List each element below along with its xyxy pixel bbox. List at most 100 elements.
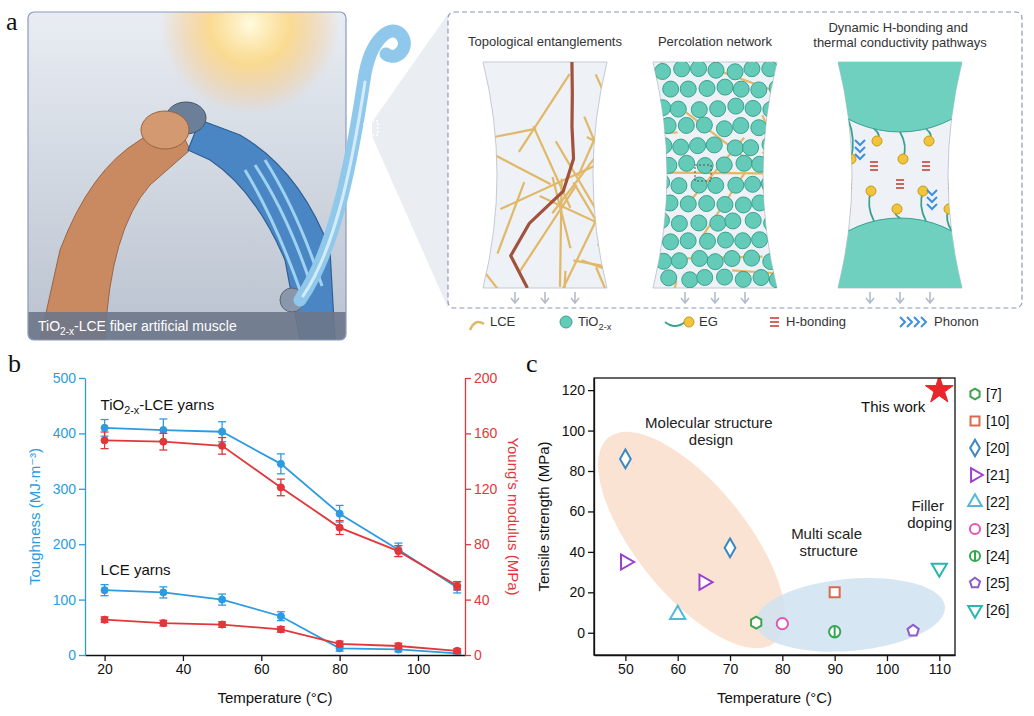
tick: 80 (332, 655, 348, 677)
legend-label: [7] (986, 386, 1002, 402)
tick-label: 110 (929, 661, 952, 677)
tio2-particle (728, 98, 744, 114)
tick-label: 80 (775, 661, 791, 677)
tick-mark (588, 430, 594, 431)
legend-marker (970, 524, 980, 534)
tio2-particle (735, 233, 751, 249)
tio2-particle (744, 250, 760, 266)
tio2-particle (661, 270, 677, 286)
tick-mark (588, 471, 594, 472)
error-bar (218, 594, 226, 605)
tick-label: 60 (569, 503, 585, 519)
legend-marker (971, 417, 980, 426)
axis: 020406080100120 (562, 379, 595, 656)
tio2-particle (752, 232, 768, 248)
data-point (336, 640, 343, 647)
tio2-particle (691, 102, 707, 118)
text-part: TiO (578, 314, 598, 329)
tio2-particle (696, 117, 712, 133)
axis-line (594, 379, 595, 656)
tio2-particle (769, 272, 785, 288)
tick: 100 (407, 655, 431, 677)
error-bar-cap (394, 545, 402, 546)
axis-title: Temperature (°C) (217, 689, 332, 706)
data-point (160, 589, 167, 596)
eg-head (872, 136, 882, 146)
axis-title: Toughness (MJ·m⁻³) (26, 448, 43, 585)
text-line: doping (907, 514, 952, 531)
h-bond (896, 183, 904, 184)
data-point (277, 460, 284, 467)
legend-symbol (470, 322, 484, 330)
legend-symbol (560, 316, 572, 328)
data-point (277, 484, 284, 491)
tio2-particle (673, 139, 689, 155)
error-bar-cap (159, 433, 167, 434)
text-line: Dynamic H-bonding and (828, 20, 971, 35)
legend-marker (970, 440, 980, 457)
load-arrow (711, 292, 719, 303)
axis-line (85, 379, 86, 656)
schematic-panel: Topological entanglements (439, 34, 692, 344)
tick-label: 120 (562, 382, 586, 398)
load-arrow (571, 292, 579, 303)
error-bar-cap (277, 495, 285, 496)
schematic-panel: Dynamic H-bonding and thermal conductivi… (790, 0, 1010, 438)
plot-area (594, 378, 953, 655)
panel-label: b (8, 349, 21, 378)
plot-area (101, 419, 462, 655)
series-line (105, 620, 458, 651)
h-bond (948, 179, 956, 180)
data-point (219, 442, 226, 449)
tick-label: 400 (53, 425, 77, 441)
tick-label: 50 (618, 661, 634, 677)
tio2-particle (743, 140, 759, 156)
legend-item: [20] (970, 440, 1009, 457)
legend-label: Phonon (934, 314, 979, 329)
tick: 500 (53, 370, 85, 386)
tio2-particle (745, 212, 761, 228)
tick: 60 (569, 503, 594, 519)
eg-chain (848, 119, 853, 159)
tick-mark (588, 511, 594, 512)
lce-chain (686, 138, 744, 206)
tio2-sphere (790, 0, 1010, 132)
illustration-frame (28, 12, 346, 340)
tick-label: 100 (53, 592, 77, 608)
tio2-particle (671, 216, 687, 232)
text-part: 2-x (124, 404, 140, 416)
data-point (101, 424, 108, 431)
phonon (855, 140, 865, 145)
legend-item: [21] (971, 467, 1009, 483)
axis-title: Young's modulus (MPa) (505, 437, 522, 595)
tio2-particle (761, 176, 777, 192)
tio2-particle (717, 79, 733, 95)
region (594, 403, 817, 655)
annotation: This work (861, 398, 926, 415)
data-point (219, 596, 226, 603)
tick: 40 (569, 544, 594, 560)
error-bar-cap (277, 478, 285, 479)
tio2-particle (691, 215, 707, 231)
tio2-particle (772, 197, 788, 213)
h-bond (870, 161, 878, 162)
text-line: Percolation network (658, 34, 773, 49)
axis: 5060708090100110 (595, 655, 956, 677)
panel-label: c (526, 349, 538, 378)
h-bond (922, 169, 930, 170)
data-point (454, 582, 461, 589)
legend-label: LCE (490, 314, 516, 329)
region (753, 571, 949, 655)
load-arrow (541, 292, 549, 303)
annotation: LCE yarns (101, 561, 171, 578)
legend-marker (971, 468, 983, 482)
data-point (336, 510, 343, 517)
tick-label: 40 (474, 592, 490, 608)
tick-label: 300 (53, 481, 77, 497)
error-bar-cap (218, 593, 226, 594)
tick-mark (79, 655, 85, 656)
tio2-particle (768, 155, 784, 171)
h-bond (896, 179, 904, 180)
schematic-title: Dynamic H-bonding and thermal conductivi… (813, 20, 987, 50)
error-bar-cap (336, 520, 344, 521)
